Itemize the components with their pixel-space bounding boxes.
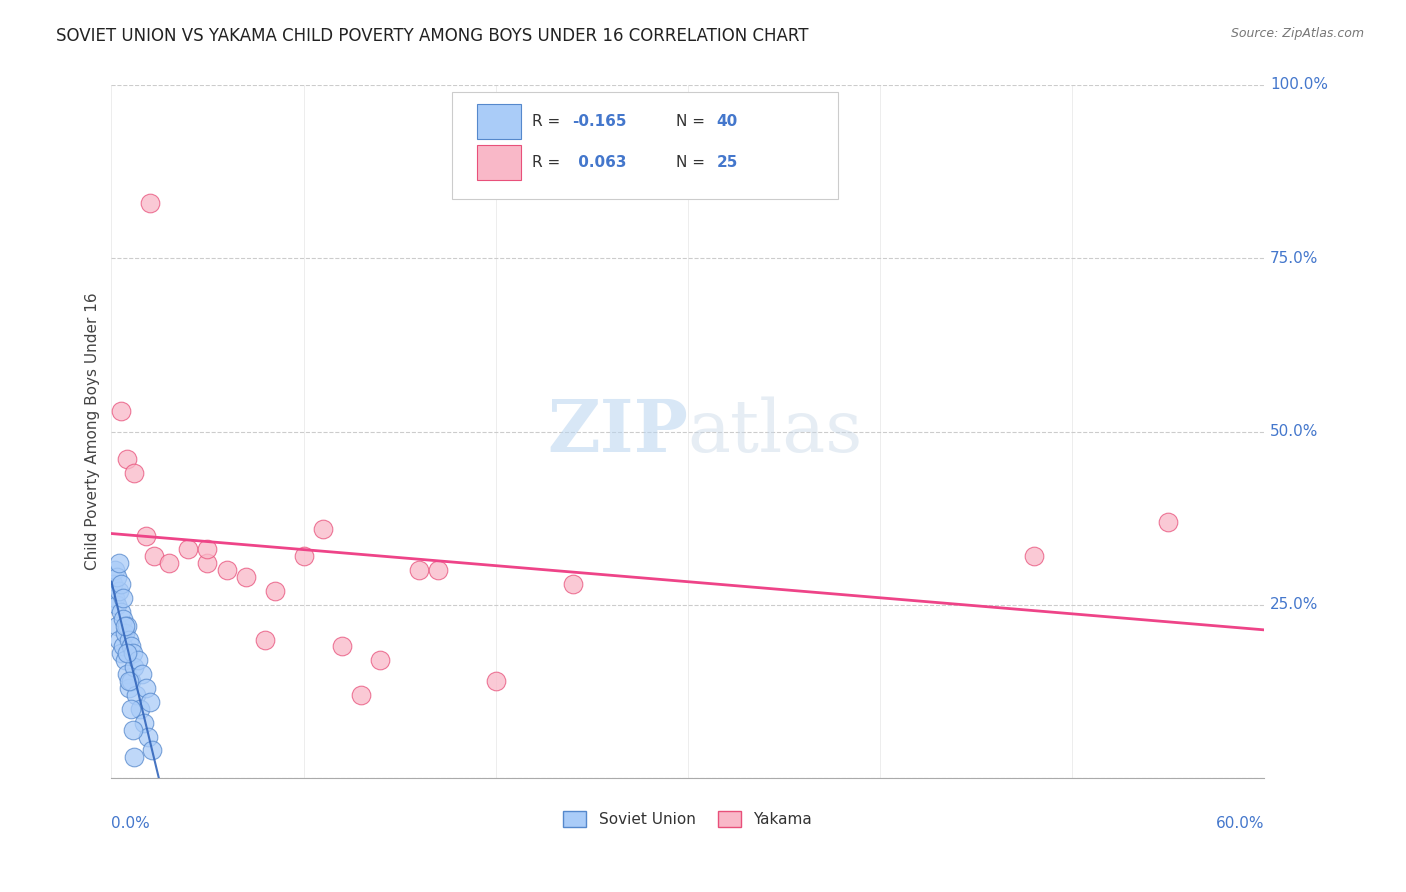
Point (561, 577, 583, 591)
Point (135, 528, 157, 542)
Point (197, 557, 219, 571)
Text: -0.165: -0.165 (572, 114, 627, 129)
Text: Source: ZipAtlas.com: Source: ZipAtlas.com (1230, 27, 1364, 40)
Point (157, 557, 180, 571)
Point (135, 681, 157, 695)
Point (104, 591, 127, 605)
Point (115, 647, 138, 661)
Point (124, 466, 146, 480)
Text: atlas: atlas (688, 396, 863, 467)
Point (121, 647, 143, 661)
Point (215, 563, 238, 577)
Point (408, 563, 430, 577)
Point (129, 702, 152, 716)
Point (120, 702, 142, 716)
Point (330, 640, 353, 654)
Point (350, 688, 373, 702)
Text: 60.0%: 60.0% (1216, 816, 1264, 831)
Text: N =: N = (676, 114, 710, 129)
Point (136, 730, 159, 744)
Point (114, 653, 136, 667)
Point (292, 549, 315, 564)
Point (108, 632, 131, 647)
Point (254, 632, 277, 647)
Text: 100.0%: 100.0% (1270, 78, 1329, 93)
Point (115, 452, 138, 467)
Text: SOVIET UNION VS YAKAMA CHILD POVERTY AMONG BOYS UNDER 16 CORRELATION CHART: SOVIET UNION VS YAKAMA CHILD POVERTY AMO… (56, 27, 808, 45)
Point (125, 688, 148, 702)
Point (111, 640, 134, 654)
Point (263, 584, 285, 599)
Point (121, 723, 143, 737)
Text: 50.0%: 50.0% (1270, 424, 1319, 439)
Point (139, 195, 162, 210)
Point (131, 667, 153, 681)
Text: R =: R = (533, 114, 565, 129)
Point (370, 653, 392, 667)
Point (115, 667, 138, 681)
Text: 75.0%: 75.0% (1270, 251, 1319, 266)
Point (105, 570, 128, 584)
Point (110, 605, 132, 619)
Point (485, 674, 508, 689)
Point (118, 681, 141, 695)
Point (1022, 549, 1045, 564)
Point (427, 563, 450, 577)
Point (111, 612, 134, 626)
Point (114, 618, 136, 632)
Point (111, 591, 134, 605)
Point (142, 549, 165, 564)
Text: 40: 40 (717, 114, 738, 129)
Point (124, 750, 146, 764)
Point (120, 640, 142, 654)
Point (104, 563, 127, 577)
Point (103, 577, 125, 591)
Point (114, 625, 136, 640)
Point (139, 695, 162, 709)
Point (197, 542, 219, 557)
Point (115, 618, 138, 632)
Point (124, 660, 146, 674)
Point (105, 598, 128, 612)
Point (108, 557, 131, 571)
Point (120, 674, 142, 689)
Point (312, 522, 335, 536)
Point (110, 577, 132, 591)
Text: 25: 25 (717, 155, 738, 170)
Point (141, 743, 163, 757)
Text: R =: R = (533, 155, 565, 170)
Text: ZIP: ZIP (547, 396, 688, 467)
Y-axis label: Child Poverty Among Boys Under 16: Child Poverty Among Boys Under 16 (86, 293, 100, 570)
Bar (477, 145, 520, 180)
Point (105, 618, 128, 632)
FancyBboxPatch shape (451, 92, 838, 199)
Point (110, 647, 132, 661)
Text: N =: N = (676, 155, 710, 170)
Point (235, 570, 257, 584)
Text: 25.0%: 25.0% (1270, 598, 1319, 613)
Point (108, 584, 131, 599)
Point (1157, 515, 1180, 529)
Bar (477, 104, 520, 139)
Point (110, 404, 132, 418)
Point (177, 542, 200, 557)
Legend: Soviet Union, Yakama: Soviet Union, Yakama (557, 805, 818, 833)
Point (127, 653, 149, 667)
Point (118, 632, 141, 647)
Text: 0.0%: 0.0% (111, 816, 150, 831)
Point (132, 715, 155, 730)
Point (118, 674, 141, 689)
Text: 0.063: 0.063 (572, 155, 626, 170)
